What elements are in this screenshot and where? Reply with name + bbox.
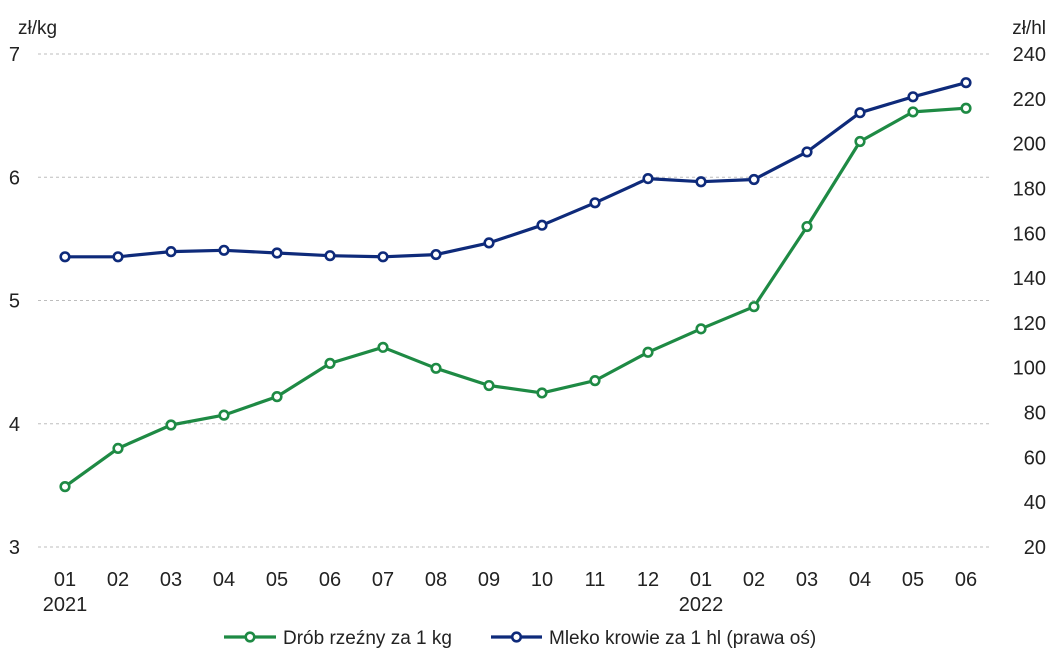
series-line xyxy=(63,106,968,489)
y-left-tick-label: 3 xyxy=(9,537,20,559)
data-point xyxy=(59,481,71,493)
y-left-unit-label: zł/kg xyxy=(18,18,57,39)
data-point xyxy=(801,146,813,158)
data-point xyxy=(324,357,336,369)
data-point xyxy=(271,391,283,403)
data-point xyxy=(695,323,707,335)
data-point xyxy=(642,172,654,185)
x-tick-label: 02 xyxy=(107,569,129,591)
data-point xyxy=(907,106,919,118)
x-tick-label: 06 xyxy=(955,569,977,591)
y-right-tick-label: 40 xyxy=(1024,492,1046,514)
data-point xyxy=(801,220,813,233)
y-right-tick-label: 20 xyxy=(1024,537,1046,559)
data-point xyxy=(854,135,866,148)
x-tick-label: 11 xyxy=(585,569,606,591)
x-tick-label: 09 xyxy=(478,569,500,591)
data-point xyxy=(165,419,177,431)
data-point xyxy=(536,387,548,399)
grid-lines xyxy=(38,53,990,548)
y-right-tick-label: 100 xyxy=(1013,358,1046,380)
x-tick-label: 01 xyxy=(690,569,712,591)
x-tick-label: 03 xyxy=(796,569,818,591)
data-point xyxy=(483,237,495,249)
data-point xyxy=(165,246,177,258)
series-1 xyxy=(59,102,972,493)
data-point xyxy=(695,176,707,188)
x-tick-label: 10 xyxy=(531,569,553,591)
x-tick-label: 07 xyxy=(372,569,394,591)
data-point xyxy=(536,219,548,231)
series-line xyxy=(63,81,968,259)
y-left-tick-label: 5 xyxy=(9,291,20,313)
data-point xyxy=(112,251,124,263)
y-right-tick-label: 160 xyxy=(1013,223,1046,245)
y-right-tick-label: 200 xyxy=(1013,134,1046,156)
x-tick-label: 04 xyxy=(213,569,235,591)
y-right-tick-label: 120 xyxy=(1013,313,1046,335)
x-year-label: 2021 xyxy=(43,594,88,616)
data-point xyxy=(483,379,495,392)
data-point xyxy=(589,197,601,209)
legend: Drób rzeźny za 1 kg Mleko krowie za 1 hl … xyxy=(224,628,816,649)
y-left-tick-label: 7 xyxy=(9,44,20,66)
y-right-tick-label: 60 xyxy=(1024,447,1046,469)
legend-label: Drób rzeźny za 1 kg xyxy=(283,628,452,649)
x-tick-label: 08 xyxy=(425,569,447,591)
data-point xyxy=(748,301,760,313)
legend-marker xyxy=(244,631,256,643)
data-point xyxy=(430,248,442,261)
x-tick-label: 04 xyxy=(849,569,871,591)
legend-label: Mleko krowie za 1 hl (prawa oś) xyxy=(549,628,816,649)
data-point xyxy=(748,173,760,186)
x-tick-label: 02 xyxy=(743,569,765,591)
x-tick-label: 12 xyxy=(637,569,659,591)
data-point xyxy=(960,102,972,114)
data-point xyxy=(271,247,283,259)
data-point xyxy=(377,341,389,353)
x-tick-label: 05 xyxy=(902,569,924,591)
legend-marker xyxy=(510,631,523,643)
y-right-tick-label: 140 xyxy=(1013,268,1046,290)
data-point xyxy=(854,107,866,119)
data-point xyxy=(218,409,230,421)
data-point xyxy=(218,244,230,256)
axes: zł/kg zł/hl 3 4 5 6 7 20 40 60 80 100 120 140 160 180… xyxy=(9,18,1046,616)
data-point xyxy=(430,362,442,374)
legend-item: Mleko krowie za 1 hl (prawa oś) xyxy=(491,628,816,649)
x-tick-label: 03 xyxy=(160,569,182,591)
data-point xyxy=(112,442,124,455)
data-point xyxy=(589,375,601,387)
data-point xyxy=(960,77,972,89)
y-right-unit-label: zł/hl xyxy=(1012,18,1046,39)
data-point xyxy=(907,91,919,103)
data-point xyxy=(324,250,336,262)
legend-item: Drób rzeźny za 1 kg xyxy=(224,628,452,649)
y-left-tick-label: 4 xyxy=(9,414,20,436)
data-point xyxy=(377,251,389,263)
y-right-tick-label: 240 xyxy=(1013,44,1046,66)
y-right-tick-label: 180 xyxy=(1013,178,1046,200)
series-lines xyxy=(59,77,972,493)
series-2 xyxy=(59,77,972,263)
y-left-tick-label: 6 xyxy=(9,167,20,189)
y-right-tick-label: 220 xyxy=(1013,89,1046,111)
data-point xyxy=(642,346,654,358)
data-point xyxy=(59,251,71,263)
x-tick-label: 01 xyxy=(54,569,76,591)
x-tick-label: 06 xyxy=(319,569,341,591)
y-right-tick-label: 80 xyxy=(1024,403,1046,425)
x-tick-label: 05 xyxy=(266,569,288,591)
x-year-label: 2022 xyxy=(679,594,724,616)
